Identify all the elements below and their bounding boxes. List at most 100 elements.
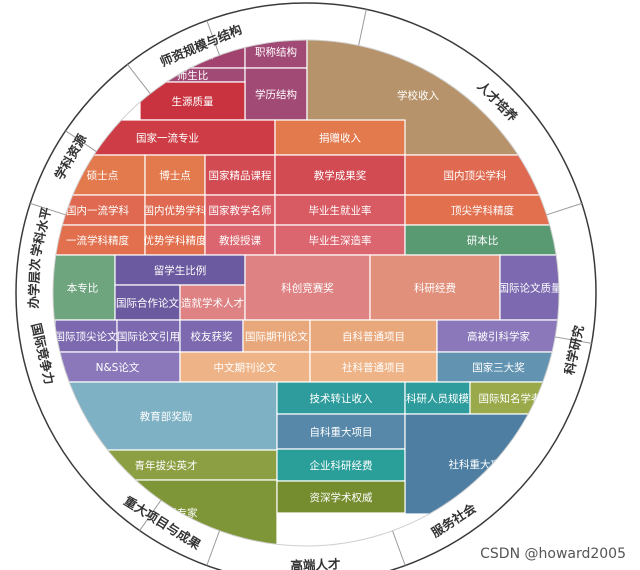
indicator-cell-label: 学历结构 [255,88,297,101]
indicator-cell: 企业科研经费 [276,448,406,482]
indicator-cell: 研本比 [404,224,559,256]
indicator-cell-label: 毕业生就业率 [309,204,372,217]
indicator-cell-label: 国际合作论文 [116,297,179,310]
indicator-cell-label: 国际期刊论文 [245,330,308,343]
indicator-cell: 国际论文引用 [116,319,181,353]
indicator-cell: 学历结构 [244,67,308,121]
indicator-cell: 博士点 [144,154,206,196]
indicator-cell: 科研经费 [369,254,501,321]
indicator-cell-label: 社科普通项目 [342,361,405,374]
indicator-cell-label: 教育部奖励 [140,410,193,423]
indicator-cell-bg [144,154,206,196]
indicator-cell: 资深学术权威 [276,480,406,514]
indicator-cell-bg [276,480,406,514]
indicator-cell-label: 校友获奖 [191,330,233,343]
indicator-cell-label: 一流学科精度 [66,234,129,247]
indicator-cell-label: 国际论文引用 [117,330,180,343]
indicator-cell: 高被引科学家 [436,319,559,353]
indicator-cell: 科研人员规模 [404,381,471,415]
indicator-cell-bg [274,154,406,196]
inner-circle-border [52,39,560,547]
indicator-cell-bg [54,351,181,383]
indicator-cell-bg [436,319,559,353]
indicator-cell-label: 中文期刊论文 [214,361,277,374]
indicator-cell-label: 高被引科学家 [467,330,530,343]
indicator-cell-label: 学校收入 [397,89,439,102]
indicator-cell: 国际期刊论文 [242,319,311,353]
indicator-cell-label: N&S论文 [96,361,140,374]
indicator-cell: 优势学科精度 [144,224,207,256]
indicator-cell-label: 青年拔尖英才 [135,459,198,472]
indicator-cell-label: 国家一流专业 [136,132,199,145]
indicator-cell-bg [204,154,276,196]
indicator-cell-bg [309,351,438,383]
indicator-cell-bg [499,254,559,321]
indicator-cell: 中文期刊论文 [179,351,311,383]
indicator-cell-label: 优势学科精度 [144,234,207,247]
indicator-cell-bg [179,319,244,353]
indicator-cell: 国家三大奖 [436,351,559,383]
indicator-cell-label: 造就学术人才 [181,297,244,310]
indicator-cell-label: 企业科研经费 [310,459,373,472]
indicator-cell-label: 硕士点 [87,169,119,182]
indicator-cell-label: 资深学术权威 [310,491,373,504]
ring-divider [127,64,151,94]
indicator-cell-bg [53,224,146,256]
indicator-cell: 造就学术人才 [179,284,246,321]
indicator-cell-label: 国际顶尖论文 [55,330,118,343]
indicator-cell-label: 国家精品课程 [209,169,272,182]
indicator-cell-label: 本专比 [67,282,99,295]
category-ring-label: 高端人才 [290,556,341,570]
indicator-cell: 捐赠收入 [274,119,406,156]
indicator-cell-bg [54,319,118,353]
indicator-cell-label: 科创竞赛奖 [281,282,334,295]
indicator-cell-label: 科研人员规模 [406,392,469,405]
indicator-cell-bg [114,254,246,286]
indicator-cell: 校友获奖 [179,319,244,353]
indicator-cell-bg [114,284,181,321]
indicator-cell: 国家精品课程 [204,154,276,196]
indicator-cell-label: 生源质量 [172,95,214,108]
ring-divider [65,130,97,152]
indicator-cell-bg [116,319,181,353]
indicator-cell-bg [404,194,559,226]
indicator-cell: 国际合作论文 [114,284,181,321]
indicator-cell-label: 教授授课 [219,234,261,247]
indicator-cell-label: 国内优势学科 [144,204,207,217]
indicator-cell-label: 毕业生深造率 [309,234,372,247]
indicator-cell-bg [179,284,246,321]
indicator-cell-label: 国际知名学者 [479,392,542,405]
ring-divider [206,20,220,56]
indicator-cell: 一流学科精度 [53,224,146,256]
indicator-cell-label: 捐赠收入 [319,132,361,145]
indicator-cell-label: 国家教学名师 [209,204,272,217]
indicator-cell-bg [274,194,406,226]
indicator-cell: N&S论文 [54,351,181,383]
indicator-cell-label: 教学成果奖 [314,169,367,182]
indicator-cell-label: 顶尖学科精度 [451,204,514,217]
indicator-cell-label: 科研经费 [414,282,456,295]
indicator-cell-bg [53,254,116,321]
ring-divider [555,336,592,344]
indicator-cell: 社科普通项目 [309,351,438,383]
indicator-cell: 科创竞赛奖 [244,254,371,321]
ring-divider [30,202,66,216]
watermark: CSDN @howard2005 [480,546,626,562]
indicator-cell-label: 自科普通项目 [342,330,405,343]
indicator-cell-label: 留学生比例 [154,264,207,277]
category-ring-label: 办学层次 [26,258,43,309]
indicator-cell-label: 研本比 [467,234,499,247]
indicator-cell: 国际顶尖论文 [54,319,118,353]
indicator-cell: 留学生比例 [114,254,246,286]
indicator-cell-bg [404,381,471,415]
indicator-cell: 毕业生就业率 [274,194,406,226]
indicator-cell: 本专比 [53,254,116,321]
indicator-cell-label: 博士点 [159,169,191,182]
indicator-cell: 教授授课 [204,224,276,256]
indicator-cell-label: 国家三大奖 [472,361,525,374]
indicator-cell-bg [144,224,206,256]
indicator-cell: 国内优势学科 [144,194,207,226]
indicator-cell-bg [244,254,371,321]
indicator-cell: 自科普通项目 [309,319,438,353]
